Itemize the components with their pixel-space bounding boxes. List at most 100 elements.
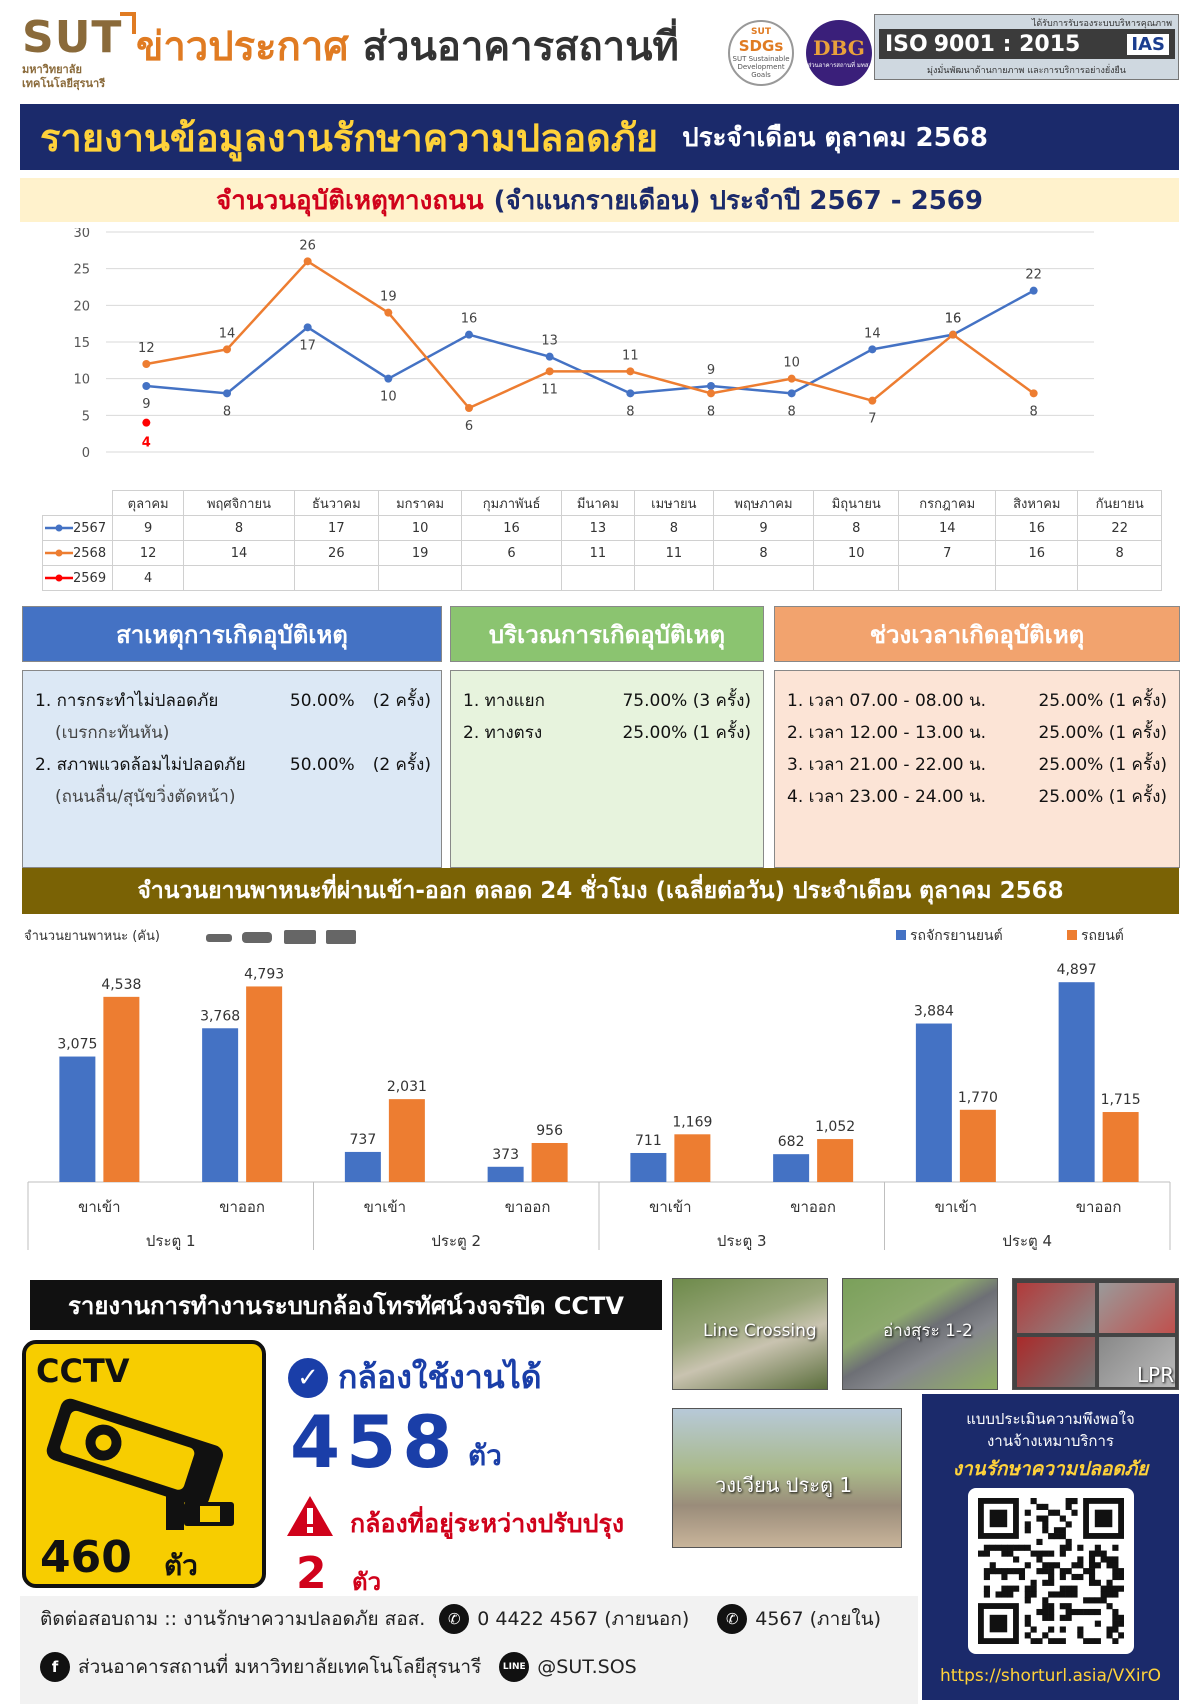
bar-value-label: 1,715 <box>1101 1092 1141 1108</box>
sut-logo-sub-1: มหาวิทยาลัย <box>22 63 82 76</box>
qr-module <box>1053 1591 1061 1598</box>
table-cell <box>183 565 295 591</box>
qr-module <box>1053 1562 1061 1569</box>
qr-module <box>983 1585 990 1592</box>
survey-highlight: งานรักษาความปลอดภัย <box>952 1458 1149 1480</box>
x-tick-label: ตุลาคม <box>111 490 185 516</box>
accident-chart-title: จำนวนอุบัติเหตุทางถนน (จำแนกรายเดือน) ปร… <box>20 178 1179 222</box>
footer-facebook[interactable]: ส่วนอาคารสถานที่ มหาวิทยาลัยเทคโนโลยีสุร… <box>78 1656 482 1678</box>
bar-car <box>1102 1112 1139 1182</box>
car-icon <box>242 932 272 943</box>
camera-repair-count: 2 <box>296 1548 327 1599</box>
table-cell <box>461 565 562 591</box>
time-value: 25.00% (1 ครั้ง) <box>1038 787 1167 807</box>
bar-motorcycle <box>630 1152 667 1182</box>
table-cell: 8 <box>183 515 295 541</box>
qr-module <box>1036 1515 1043 1522</box>
time-label: 2. เวลา 12.00 - 13.00 น. <box>787 723 987 743</box>
data-point-2568 <box>384 308 393 317</box>
group-label: ประตู 3 <box>717 1232 767 1250</box>
x-tick-label: ขาออก <box>219 1198 265 1216</box>
qr-module <box>1106 1591 1113 1598</box>
qr-module <box>1048 1550 1055 1557</box>
iso-label: ISO <box>885 31 928 57</box>
bar-value-label: 3,075 <box>57 1037 97 1053</box>
cctv-camera-icon <box>46 1398 234 1530</box>
legend-marker <box>1067 930 1077 940</box>
time-item: 3. เวลา 21.00 - 22.00 น. 25.00% (1 ครั้ง… <box>787 749 1167 781</box>
qr-module <box>1036 1503 1043 1510</box>
table-cell: 13 <box>560 515 635 541</box>
sdgs-logo-text: SDGs <box>738 37 784 55</box>
qr-code[interactable] <box>968 1488 1134 1654</box>
time-item: 2. เวลา 12.00 - 13.00 น. 25.00% (1 ครั้ง… <box>787 717 1167 749</box>
bar-value-label: 956 <box>536 1123 563 1139</box>
data-point-2567 <box>223 389 231 398</box>
legend-label: รถจักรยานยนต์ <box>910 927 1003 944</box>
table-corner <box>43 491 113 516</box>
x-tick-label: กรกฎาคม <box>898 490 997 516</box>
table-cell <box>712 565 815 591</box>
qr-module <box>1048 1568 1055 1575</box>
qr-module <box>1059 1568 1066 1575</box>
survey-url[interactable]: https://shorturl.asia/VXirO <box>939 1666 1162 1686</box>
qr-module <box>1059 1573 1066 1581</box>
cctv-banner: รายงานการทำงานระบบกล้องโทรทัศน์วงจรปิด C… <box>30 1280 662 1330</box>
data-point-2567 <box>626 389 635 398</box>
qr-module <box>1106 1603 1113 1610</box>
table-cell: 6 <box>461 540 562 566</box>
data-point-2568 <box>707 389 715 398</box>
data-point-2567 <box>384 374 393 383</box>
survey-text: แบบประเมินความพึงพอใจ งานจ้างเหมาบริการ <box>922 1408 1179 1452</box>
qr-module <box>1077 1573 1084 1581</box>
data-label-2568: 10 <box>783 356 800 371</box>
qr-module <box>1042 1597 1049 1604</box>
qr-module <box>1071 1591 1078 1598</box>
data-label-2567: 8 <box>223 404 231 419</box>
survey-line2: งานจ้างเหมาบริการ <box>986 1432 1114 1450</box>
qr-module <box>1112 1556 1119 1563</box>
x-tick-label: มกราคม <box>378 490 463 516</box>
cctv-photo-reservoir: อ่างสุระ 1-2 <box>842 1278 998 1390</box>
accident-data-table: ตุลาคม พฤศจิกายน ธันวาคม มกราคม กุมภาพันธ์ มี… <box>42 490 1162 591</box>
cctv-total: 460 <box>40 1532 132 1583</box>
qr-module <box>1030 1638 1037 1645</box>
iso-number: 9001 : 2015 <box>933 31 1081 57</box>
data-point-2568 <box>303 257 312 266</box>
phone-icon: ✆ <box>439 1604 470 1634</box>
legend-marker <box>45 574 73 582</box>
footer-phone-external[interactable]: 0 4422 4567 (ภายนอก) <box>477 1608 690 1630</box>
qr-module <box>1112 1608 1119 1616</box>
data-label-2567: 16 <box>945 312 962 327</box>
x-tick-label: ขาออก <box>790 1198 836 1216</box>
qr-module <box>1065 1521 1072 1528</box>
bar-value-label: 1,169 <box>672 1114 712 1130</box>
legend-marker <box>896 930 906 940</box>
qr-module <box>1118 1620 1125 1627</box>
footer-phone-internal[interactable]: 4567 (ภายใน) <box>755 1608 882 1630</box>
qr-module <box>1048 1562 1055 1569</box>
vehicle-bar-chart: จำนวนยานพาหนะ (คัน) รถจักรยานยนต์ รถยนต์ 3,… <box>24 927 1171 1250</box>
bar-car <box>246 986 283 1182</box>
data-label-2567: 13 <box>541 334 558 349</box>
qr-module <box>1024 1585 1031 1592</box>
legend-label: รถยนต์ <box>1081 927 1124 944</box>
y-tick-label: 15 <box>73 336 90 351</box>
table-row: 2567 9 8 17 10 16 13 8 9 8 14 16 22 <box>42 515 1162 541</box>
header: SUT มหาวิทยาลัย เทคโนโลยีสุรนารี ข่าวประ… <box>0 0 1197 96</box>
motorcycle-icon <box>206 934 232 942</box>
bar-value-label: 2,031 <box>387 1079 427 1095</box>
data-point-2568 <box>868 396 877 405</box>
qr-module <box>1013 1556 1020 1563</box>
qr-module <box>1001 1573 1008 1581</box>
footer-line-id[interactable]: @SUT.SOS <box>537 1656 637 1678</box>
qr-module <box>1118 1585 1125 1592</box>
time-item: 4. เวลา 23.00 - 24.00 น. 25.00% (1 ครั้ง… <box>787 781 1167 813</box>
table-cell <box>898 565 997 591</box>
legend-marker <box>45 524 73 532</box>
qr-module <box>1048 1533 1055 1540</box>
report-period: ประจำเดือน ตุลาคม 2568 <box>682 122 988 153</box>
table-cell: 11 <box>633 540 714 566</box>
data-point-2567 <box>787 389 796 398</box>
series-line-2567 <box>146 289 1035 395</box>
